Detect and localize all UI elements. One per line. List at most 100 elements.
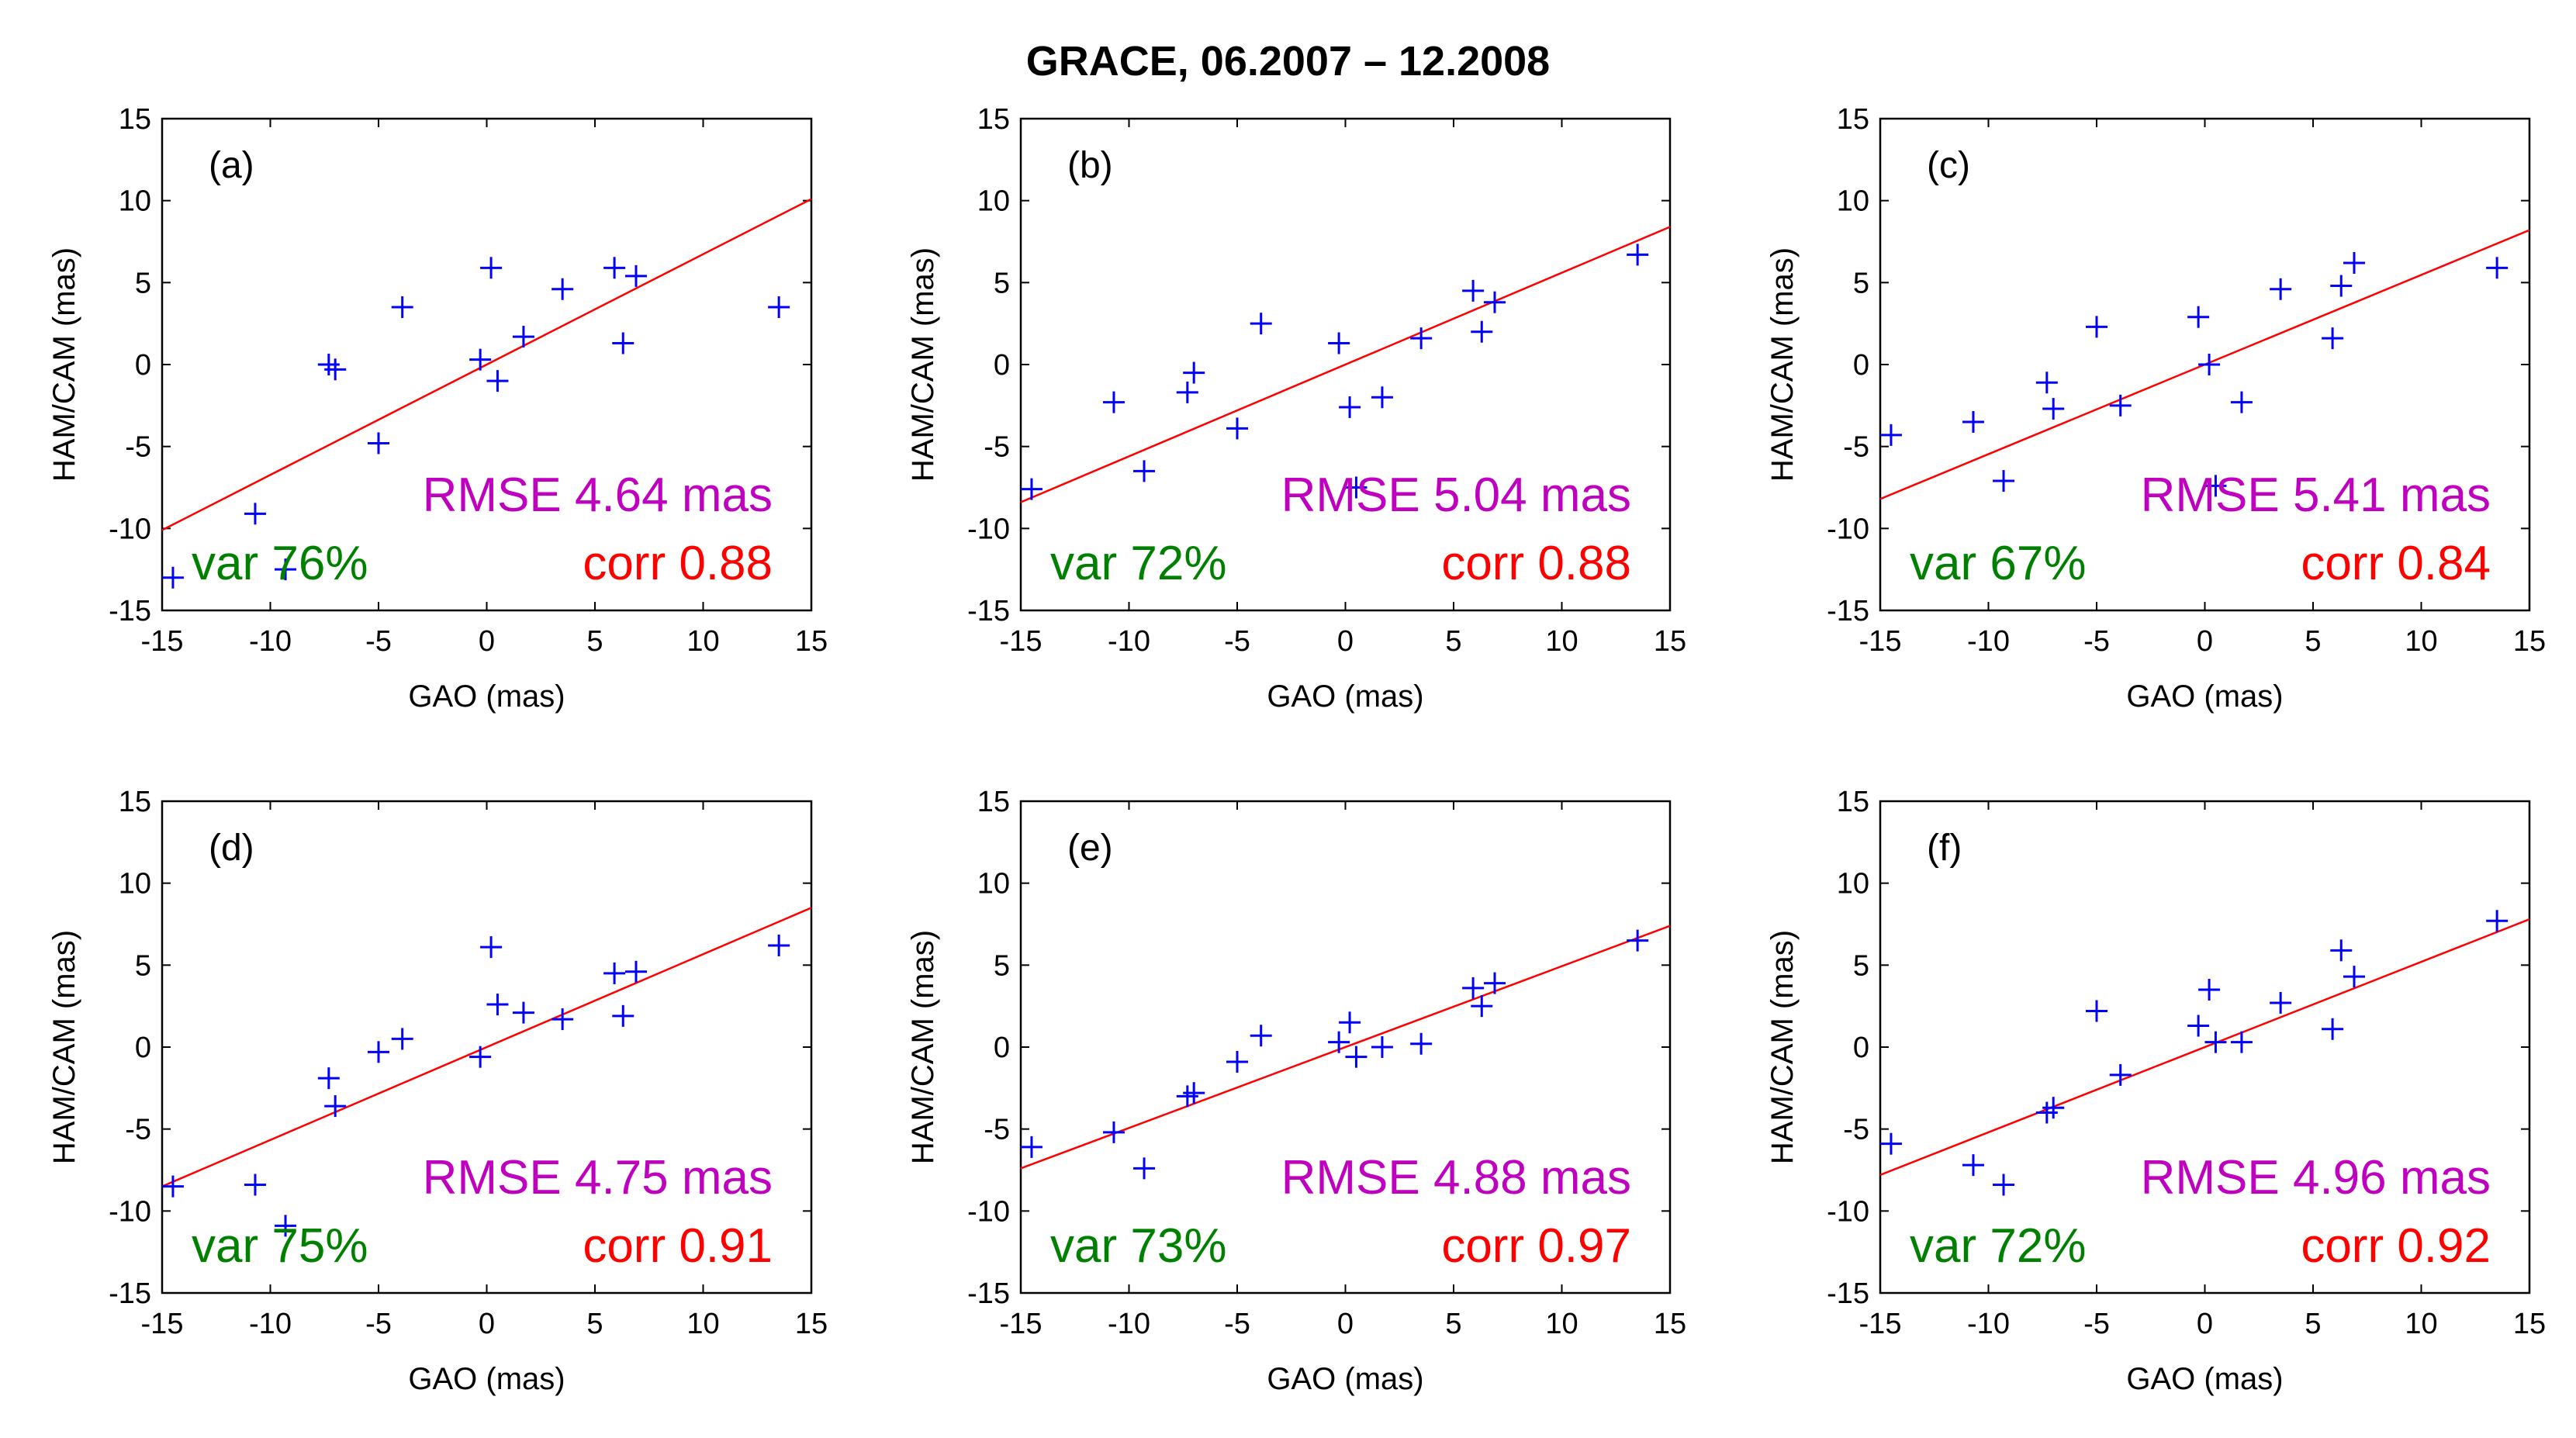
data-point: [1021, 1136, 1043, 1158]
var-annotation: var 73%: [1050, 1219, 1226, 1273]
x-tick-label: 15: [795, 1308, 828, 1340]
data-point: [2035, 372, 2058, 394]
panel-label: (e): [1067, 828, 1113, 869]
data-point: [2204, 475, 2227, 497]
y-tick-label: -15: [1827, 1277, 1869, 1310]
data-point: [1880, 1132, 1902, 1155]
data-point: [2270, 991, 2292, 1014]
data-point: [1962, 410, 1984, 433]
data-point: [1627, 929, 1649, 952]
data-point: [1176, 381, 1198, 403]
data-point: [1339, 1011, 1361, 1034]
data-point: [1328, 332, 1350, 354]
data-point: [2230, 391, 2253, 413]
x-tick-label: -5: [365, 1308, 392, 1340]
data-point: [1371, 386, 1393, 409]
data-point: [2042, 1097, 2065, 1119]
panel-label: (f): [1927, 828, 1962, 869]
y-tick-label: 5: [1853, 949, 1869, 982]
y-tick-label: -5: [984, 1114, 1010, 1146]
x-tick-label: 15: [2513, 1308, 2546, 1340]
data-point: [1345, 476, 1368, 499]
data-point: [1471, 320, 1493, 343]
x-tick-label: -15: [141, 625, 184, 658]
data-point: [1484, 291, 1506, 313]
data-point: [275, 1215, 297, 1237]
data-point: [603, 257, 626, 279]
data-point: [2486, 910, 2509, 932]
y-tick-label: 10: [977, 185, 1010, 218]
data-point: [368, 432, 389, 455]
x-axis-label: GAO (mas): [2126, 1362, 2283, 1396]
x-tick-label: 15: [795, 625, 828, 658]
x-tick-label: 0: [2197, 1308, 2213, 1340]
fit-line: [162, 198, 811, 531]
fit-line: [1021, 925, 1670, 1170]
x-tick-label: 0: [1337, 625, 1354, 658]
data-point: [768, 296, 790, 319]
data-point: [1484, 972, 1506, 994]
y-tick-label: 0: [135, 349, 151, 382]
panel-label: (a): [209, 145, 254, 186]
x-tick-label: -10: [1967, 1308, 2010, 1340]
y-tick-label: 5: [135, 267, 151, 299]
data-point: [1250, 1025, 1272, 1047]
data-point: [480, 936, 503, 959]
x-tick-label: 0: [479, 625, 495, 658]
data-point: [324, 1095, 347, 1118]
corr-annotation: corr 0.84: [2301, 537, 2491, 590]
data-point: [2109, 394, 2132, 417]
panel-label: (c): [1927, 145, 1970, 186]
data-point: [368, 1041, 389, 1063]
data-point: [1133, 1157, 1156, 1180]
y-tick-label: -15: [109, 595, 151, 627]
x-tick-label: -10: [249, 625, 292, 658]
corr-annotation: corr 0.91: [583, 1219, 773, 1273]
y-tick-label: 0: [135, 1032, 151, 1064]
y-axis-label: HAM/CAM (mas): [906, 930, 940, 1164]
data-point: [552, 1008, 574, 1031]
x-tick-label: 10: [1545, 1308, 1578, 1340]
y-axis-label: HAM/CAM (mas): [47, 930, 81, 1164]
data-point: [1880, 423, 1902, 446]
x-axis-label: GAO (mas): [408, 679, 565, 714]
y-tick-label: -15: [967, 595, 1010, 627]
data-point: [1462, 279, 1485, 302]
y-tick-label: -5: [1843, 1114, 1869, 1146]
x-tick-label: 10: [1545, 625, 1578, 658]
plot-area: [1880, 910, 2529, 1196]
y-tick-label: 0: [1853, 349, 1869, 382]
corr-annotation: corr 0.97: [1441, 1219, 1631, 1273]
corr-annotation: corr 0.88: [583, 537, 773, 590]
scatter-panel-d: -15 -10 -5 0 5 10 15 -15 -10 -5 0 5 10 15 GAO (mas) HAM…: [47, 786, 828, 1396]
data-point: [244, 503, 266, 525]
plot-area: [1021, 925, 1670, 1180]
y-tick-label: -15: [109, 1277, 151, 1310]
fit-line: [1021, 226, 1670, 503]
y-tick-label: -5: [125, 1114, 151, 1146]
y-tick-label: -5: [125, 431, 151, 464]
y-tick-label: -10: [1827, 513, 1869, 545]
y-tick-label: -10: [109, 513, 151, 545]
y-tick-label: 10: [119, 185, 151, 218]
y-axis-label: HAM/CAM (mas): [906, 247, 940, 482]
x-tick-label: 10: [2405, 1308, 2437, 1340]
fit-line: [1880, 918, 2529, 1177]
data-point: [2330, 275, 2353, 297]
panel-label: (b): [1067, 145, 1113, 186]
data-point: [625, 960, 648, 983]
y-tick-label: 15: [119, 786, 151, 818]
data-point: [1339, 396, 1361, 418]
data-point: [2270, 278, 2292, 300]
x-tick-label: -5: [1224, 1308, 1250, 1340]
x-tick-label: 5: [586, 625, 603, 658]
data-point: [2343, 966, 2366, 988]
data-point: [486, 370, 509, 392]
data-point: [1183, 361, 1205, 384]
x-axis-label: GAO (mas): [408, 1362, 565, 1396]
x-tick-label: 15: [1654, 625, 1686, 658]
x-tick-label: -15: [1000, 625, 1043, 658]
data-point: [1328, 1031, 1350, 1053]
data-point: [512, 326, 534, 348]
